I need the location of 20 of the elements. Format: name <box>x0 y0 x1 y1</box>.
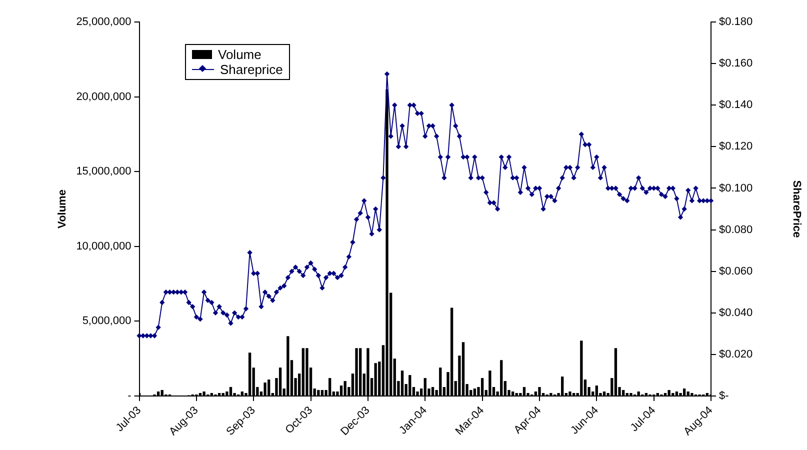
y2-tick-label: $0.140 <box>719 99 753 112</box>
y2-tick-label: $0.040 <box>719 306 753 319</box>
legend-label: Volume <box>218 47 262 62</box>
legend-label: Shareprice <box>220 62 283 77</box>
y-tick-label: - <box>128 390 132 402</box>
y2-tick-label: $0.060 <box>719 265 753 278</box>
y-tick-label: 20,000,000 <box>76 90 132 103</box>
y-tick-label: 5,000,000 <box>82 315 132 328</box>
y2-tick-label: $0.100 <box>719 182 753 194</box>
y2-tick-label: $0.020 <box>719 348 753 360</box>
y2-tick-label: $0.080 <box>719 224 753 236</box>
y-tick-label: 15,000,000 <box>76 166 132 178</box>
y2-tick-label: $- <box>719 390 730 402</box>
y-tick-label: 10,000,000 <box>76 240 132 252</box>
y-axis-title: Volume <box>56 190 69 228</box>
y2-tick-label: $0.160 <box>719 58 753 70</box>
y2-tick-label: $0.120 <box>719 140 753 153</box>
y-tick-label: 25,000,000 <box>76 16 132 28</box>
y2-tick-label: $0.180 <box>719 16 753 28</box>
y2-axis-title: SharePrice <box>790 180 802 238</box>
